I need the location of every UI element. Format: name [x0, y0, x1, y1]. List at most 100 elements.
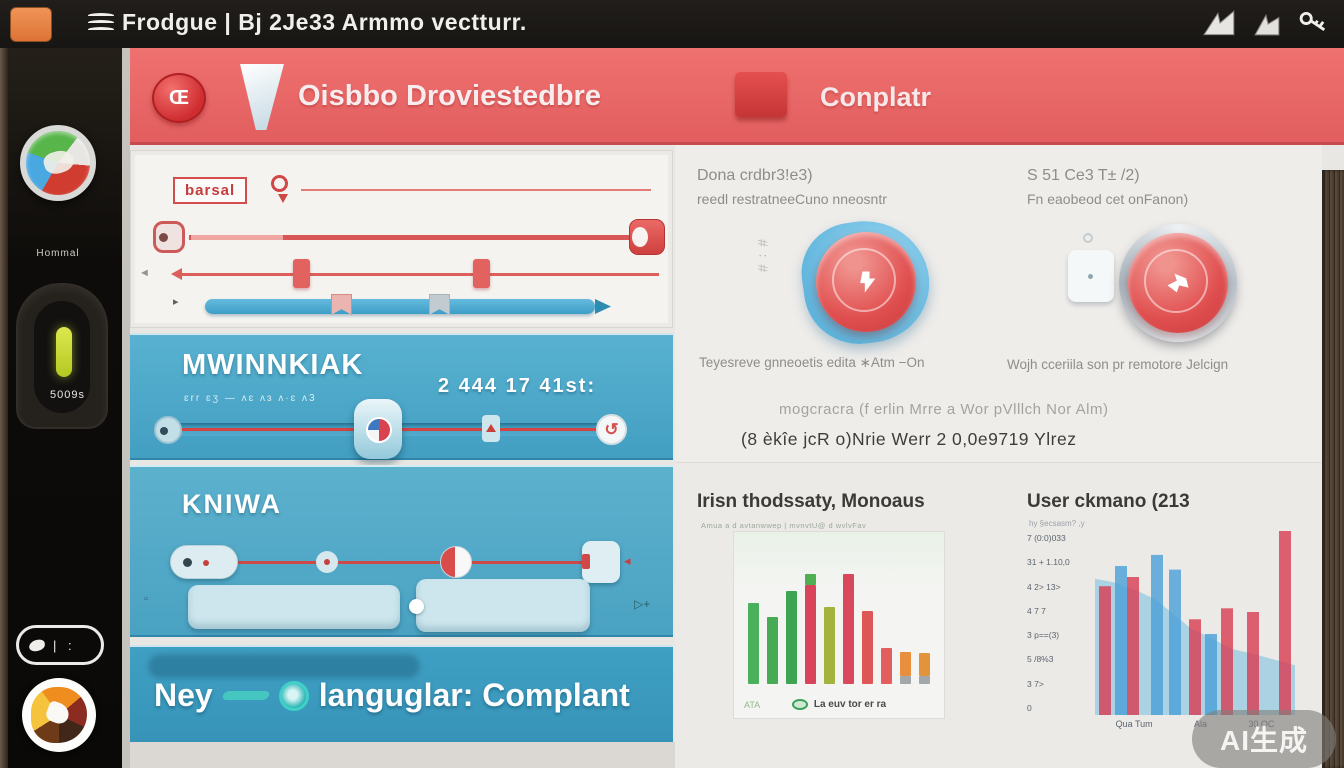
header-square-button[interactable]: [735, 72, 787, 117]
pin-icon: [271, 175, 288, 203]
browser-logo-button[interactable]: [22, 678, 96, 752]
slider2-track[interactable]: [171, 268, 659, 280]
browser-logo-icon: [31, 687, 87, 743]
meter-level-bar: [56, 327, 72, 377]
slider3-end-arrow: [595, 299, 611, 314]
info-col1-line2: reedl restratneeCuno nneosntr: [697, 191, 887, 207]
meter-label: 5009s: [50, 389, 85, 401]
legend-label: La euv tor er ra: [813, 699, 887, 710]
pill-button-label: | :: [53, 637, 76, 653]
slider-main-handle[interactable]: [354, 399, 402, 459]
blue-panel-2: KNIWA ◂ ▫ ▷+: [130, 465, 673, 637]
bar: [881, 556, 892, 684]
panel-title: MWINNKIAK: [182, 349, 364, 381]
paw-icon: [28, 638, 46, 652]
blue-panel-1: MWINNKIAK ɛrr ɛʒ — ʌɛ ʌɜ ʌ·ɛ ʌ3 2 444 17…: [130, 333, 673, 460]
bar: [919, 556, 930, 684]
red-header: Œ Oisbbo Droviestedbre Conplatr: [130, 48, 1344, 145]
window-title: Frodgue | Bj 2Je33 Armmo vectturr.: [122, 9, 527, 35]
footer-text-right: languglar: Complant: [318, 677, 630, 713]
bar: [900, 556, 911, 684]
sidebar-pill-button[interactable]: | :: [16, 625, 104, 665]
combo-chart-plot: [1095, 531, 1295, 715]
slider-split-knob[interactable]: [440, 546, 472, 578]
slider1-track-highlight: [191, 235, 283, 240]
left-caret-icon: ◄: [139, 267, 150, 279]
chart-axis-label: ATA: [744, 700, 761, 710]
bar: [862, 556, 873, 684]
v-shape-icon: [240, 64, 284, 130]
red-round-button-2[interactable]: [1128, 233, 1228, 333]
button-ring: [1144, 249, 1208, 313]
bar-chart-plot: [748, 556, 930, 684]
bar: [805, 556, 816, 684]
bar: [767, 556, 778, 684]
chart-right-subtext: hy §ecsasm? ,y: [1029, 519, 1085, 528]
battery-meter-widget[interactable]: [16, 283, 108, 429]
slider2-handle-1[interactable]: [293, 259, 310, 288]
red-slider-track[interactable]: [174, 561, 602, 564]
barsal-tag[interactable]: barsal: [173, 177, 248, 204]
chart-left-title: Irisn thodssaty, Monoaus: [697, 491, 925, 512]
teal-dash-icon: [221, 691, 271, 700]
slider2-handle-2[interactable]: [473, 259, 490, 288]
header-badge-button[interactable]: Œ: [152, 73, 206, 123]
slider1-track[interactable]: [189, 235, 629, 240]
menu-icon[interactable]: [88, 13, 114, 35]
slider3-track[interactable]: [205, 299, 595, 314]
panel-title: KNIWA: [182, 489, 282, 519]
slider-pill-knob[interactable]: [170, 545, 238, 579]
bolt-icon: [860, 271, 876, 293]
bar: [843, 556, 854, 684]
white-card-button[interactable]: [1068, 250, 1114, 302]
legend-ellipse-icon: [791, 699, 808, 710]
segment-slab-left[interactable]: [188, 585, 400, 629]
slider-end-knob[interactable]: [582, 541, 620, 583]
bar: [748, 556, 759, 684]
slider-tick-marker[interactable]: [482, 415, 500, 442]
slider1-right-cap[interactable]: [629, 219, 665, 255]
marker-right: ▷+: [634, 597, 651, 611]
button-ring: [832, 248, 896, 312]
header-left-label: Oisbbo Droviestedbre: [298, 80, 601, 112]
panel-value-text: 2 444 17 41st:: [438, 375, 597, 397]
ai-watermark: AI生成: [1192, 710, 1336, 768]
left-arrow-icon: ◂: [624, 553, 631, 568]
chart-right-title: User ckmano (213: [1027, 491, 1190, 512]
slider-small-knob[interactable]: [316, 551, 338, 573]
key-icon[interactable]: [1296, 6, 1330, 40]
caption-left: Teyesreve gnneoetis edita ∗Atm −On: [699, 355, 925, 370]
panel-subtitle: ɛrr ɛʒ — ʌɛ ʌɜ ʌ·ɛ ʌ3: [184, 393, 317, 404]
app-icon-label: Hommal: [36, 248, 80, 259]
segment-slab-right[interactable]: [409, 579, 590, 632]
sidebar-divider: [122, 48, 130, 768]
small-gear-dot-icon: [1083, 233, 1093, 243]
slider-panel: barsal ◄ ▸: [130, 150, 673, 328]
bar-chart-left: ATA La euv tor er ra: [733, 531, 945, 719]
bar: [824, 556, 835, 684]
note-line-2: (8 èkîe jcR o)Nrie Werr 2 0,0e9719 Ylrez: [741, 429, 1077, 449]
info-col2-line2: Fn eaobeod cet onFanon): [1027, 191, 1189, 207]
slider1-left-knob[interactable]: [153, 221, 185, 253]
info-col1-line1: Dona crdbr3!e3): [697, 167, 813, 184]
small-caret-icon: ▸: [173, 296, 179, 308]
peak-icon[interactable]: [1252, 6, 1282, 40]
footer-text-left: Ney: [154, 677, 213, 713]
wood-edge-left: [0, 48, 8, 768]
flag-fold-icon[interactable]: [1202, 6, 1238, 40]
ruler-line: [301, 189, 651, 191]
slider-right-knob[interactable]: ↺: [596, 414, 627, 445]
color-wheel-app-icon[interactable]: [20, 125, 96, 201]
chart-left-subtext: Amua a d avtanwwep | mvnvtU@ d wvlvFav: [701, 521, 867, 530]
red-round-button-1[interactable]: [816, 232, 916, 332]
bird-icon: [1167, 273, 1189, 293]
app-launcher-button[interactable]: [10, 7, 52, 42]
right-panel: Dona crdbr3!e3) reedl restratneeCuno nne…: [675, 145, 1322, 768]
eye-ring-icon[interactable]: [278, 680, 309, 711]
note-line-1: mogcracra (f erlin Mrre a Wor pVlllch No…: [779, 401, 1109, 418]
footer-bar: Ney languglar: Complant: [130, 645, 673, 742]
slider-left-knob[interactable]: [154, 416, 182, 444]
streak-decoration: [148, 654, 420, 678]
